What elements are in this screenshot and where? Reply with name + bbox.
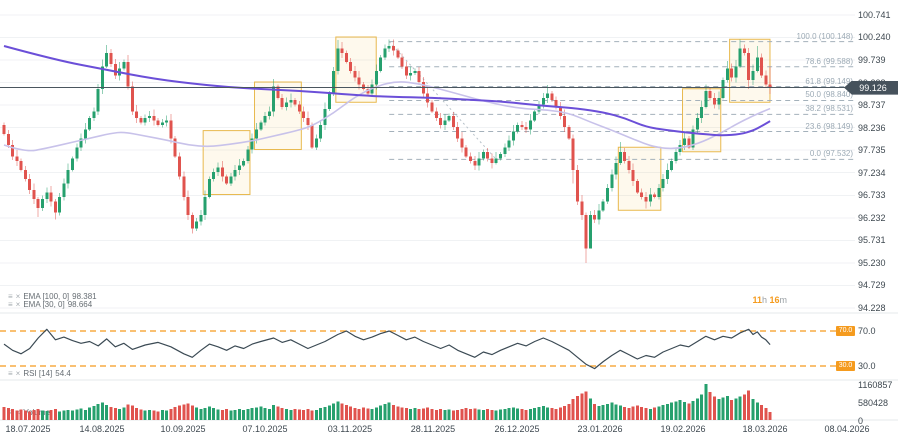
price-axis-label: 98.737	[858, 100, 886, 111]
ema30-name: EMA [30, 0]	[23, 300, 65, 309]
date-axis-label: 26.12.2025	[494, 424, 540, 434]
rsi-lower-band-badge: 30.0	[836, 361, 855, 371]
fib-level-label: 61.8 (99.149)	[805, 76, 853, 86]
volume-axis-label: 0	[858, 415, 864, 426]
rsi-name: RSI [14]	[23, 369, 53, 378]
date-axis-label: 03.11.2025	[327, 424, 373, 434]
current-price-badge: 99.126	[844, 80, 898, 95]
date-axis-label: 19.02.2026	[660, 424, 706, 434]
date-axis-label: 18.07.2025	[5, 424, 51, 434]
fib-level-label: 50.0 (98.840)	[805, 90, 853, 100]
date-axis-label: 07.10.2025	[242, 424, 288, 434]
volume-axis-label: 580428	[858, 397, 889, 408]
price-axis-label: 99.739	[858, 55, 886, 65]
fib-level-label: 0.0 (97.532)	[809, 149, 853, 159]
price-axis-label: 98.236	[858, 122, 886, 133]
price-axis-label: 97.234	[858, 167, 886, 178]
fib-level-label: 78.6 (99.588)	[805, 56, 853, 66]
date-axis-label: 08.04.2026	[824, 424, 870, 434]
ema30-value: 98.664	[67, 300, 93, 309]
price-axis-label: 97.735	[858, 145, 886, 156]
fib-level-label: 23.6 (98.149)	[805, 121, 853, 131]
menu-icon[interactable]: ≡	[8, 300, 13, 309]
ema100-name: EMA [100, 0]	[23, 292, 70, 301]
close-icon[interactable]: ×	[15, 369, 21, 378]
candle-countdown: 11h 16m	[752, 295, 787, 305]
price-axis-label: 96.232	[858, 212, 886, 223]
date-axis-label: 28.11.2025	[410, 424, 456, 434]
countdown-hours-unit: h	[761, 295, 767, 305]
countdown-minutes: 16	[769, 295, 780, 305]
date-axis-label: 14.08.2025	[79, 424, 125, 434]
countdown-hours: 11	[752, 295, 762, 305]
ema30-indicator-label: ≡ × EMA [30, 0] 98.664	[8, 300, 92, 309]
rsi-indicator-label: ≡ × RSI [14] 54.4	[8, 369, 71, 378]
price-axis-label: 100.240	[858, 32, 891, 43]
date-axis-label: 23.01.2026	[577, 424, 623, 434]
date-axis-label: 18.03.2026	[742, 424, 788, 434]
menu-icon[interactable]: ≡	[8, 408, 13, 417]
price-axis-label: 96.733	[858, 190, 886, 201]
close-icon[interactable]: ×	[15, 292, 21, 301]
volume-axis-label: 1160857	[858, 379, 893, 390]
rsi-value: 54.4	[55, 369, 71, 378]
date-axis-label: 10.09.2025	[160, 424, 206, 434]
menu-icon[interactable]: ≡	[8, 369, 13, 378]
price-axis-label: 100.741	[858, 9, 891, 20]
price-axis-label: 95.731	[858, 235, 886, 246]
fib-level-label: 38.2 (98.531)	[805, 104, 853, 114]
volume-name: Volume	[23, 408, 51, 417]
countdown-minutes-unit: m	[779, 295, 788, 305]
price-axis-label: 94.729	[858, 280, 886, 291]
ema100-indicator-label: ≡ × EMA [100, 0] 98.381	[8, 292, 97, 301]
rsi-upper-label: 70.0	[858, 326, 876, 336]
rsi-upper-band-badge: 70.0	[836, 326, 855, 336]
price-axis-label: 94.228	[858, 303, 886, 313]
fib-level-label: 100.0 (100.148)	[796, 31, 854, 41]
ema100-value: 98.381	[72, 292, 97, 301]
close-icon[interactable]: ×	[15, 300, 21, 309]
menu-icon[interactable]: ≡	[8, 292, 13, 301]
price-axis-label: 95.230	[858, 257, 886, 268]
rsi-lower-label: 30.0	[858, 361, 876, 371]
